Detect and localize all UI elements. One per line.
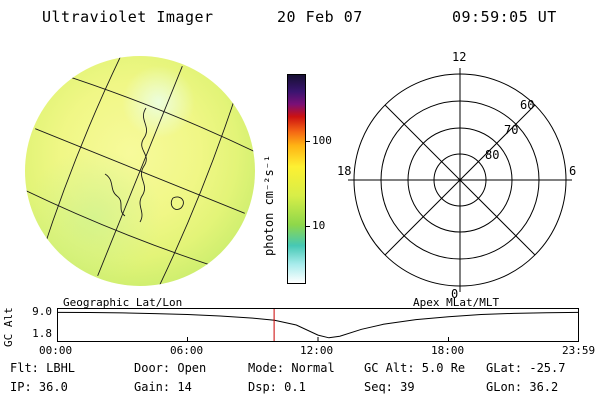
mlat-label-70: 70 [504, 123, 519, 137]
gc-alt-curve [57, 311, 579, 339]
time-label: 09:59:05 UT [452, 8, 557, 26]
mlt-label-18: 18 [337, 164, 352, 178]
mlt-label-6: 6 [569, 164, 577, 178]
strip-title-right: Apex MLat/MLT [413, 296, 500, 309]
mlt-label-0: 0 [451, 287, 459, 301]
colorbar-tick-10 [305, 226, 310, 227]
status-seq: Seq: 39 [364, 380, 415, 394]
mlat-label-80: 80 [485, 148, 500, 162]
uv-earth-image [25, 56, 255, 286]
status-glon: GLon: 36.2 [486, 380, 559, 394]
coastline-overlay [104, 107, 184, 223]
status-gc-alt: GC Alt: 5.0 Re [364, 361, 466, 375]
page-title: Ultraviolet Imager [42, 8, 214, 26]
strip-y-tick-bottom: 1.8 [32, 327, 52, 340]
colorbar [287, 74, 306, 284]
status-mode: Mode: Normal [248, 361, 335, 375]
status-ip: IP: 36.0 [10, 380, 68, 394]
strip-x-tick-12: 12:00 [300, 344, 334, 357]
strip-x-tick-0: 00:00 [39, 344, 73, 357]
status-gain: Gain: 14 [134, 380, 192, 394]
geographic-grid-overlay [25, 56, 255, 286]
colorbar-tick-label-10: 10 [312, 219, 326, 232]
colorbar-label: photon cm⁻²s⁻¹ [262, 154, 276, 256]
date-label: 20 Feb 07 [277, 8, 363, 26]
colorbar-tick-label-100: 100 [312, 134, 332, 147]
strip-title-left: Geographic Lat/Lon [63, 296, 183, 309]
status-flt: Flt: LBHL [10, 361, 76, 375]
polar-plot [348, 68, 572, 292]
colorbar-tick-100 [305, 141, 310, 142]
mlat-label-60: 60 [520, 98, 535, 112]
strip-x-tick-end: 23:59 [562, 344, 596, 357]
strip-y-tick-top: 9.0 [32, 305, 52, 318]
mlt-label-12: 12 [452, 50, 467, 64]
status-dsp: Dsp: 0.1 [248, 380, 306, 394]
strip-y-axis-label: GC Alt [2, 307, 15, 347]
status-glat: GLat: -25.7 [486, 361, 566, 375]
strip-x-tick-6: 06:00 [170, 344, 204, 357]
status-door: Door: Open [134, 361, 207, 375]
strip-x-tick-18: 18:00 [431, 344, 465, 357]
gc-alt-strip-chart [57, 308, 579, 342]
